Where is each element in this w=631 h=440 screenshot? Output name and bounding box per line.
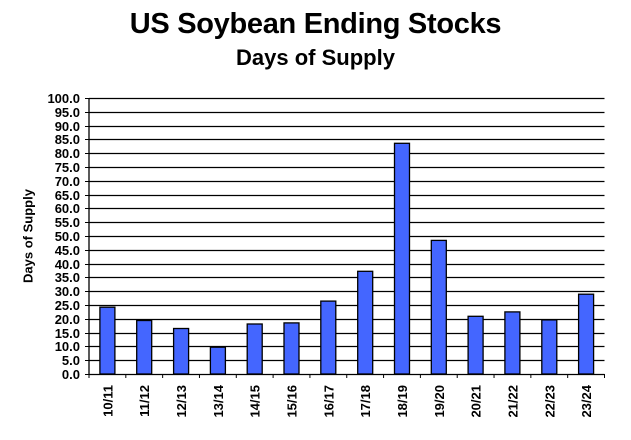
y-tick-label: 60.0 <box>55 201 80 216</box>
bar-13-14 <box>209 346 227 375</box>
y-tick-label: 15.0 <box>55 326 80 341</box>
x-tick-label: 14/15 <box>248 385 263 418</box>
bar-19-20 <box>430 239 447 375</box>
y-tick-label: 95.0 <box>55 105 80 120</box>
x-tick-label: 17/18 <box>358 385 373 418</box>
y-tick-label: 45.0 <box>55 243 80 258</box>
bar-11-12 <box>136 319 153 375</box>
x-tick-label: 11/12 <box>137 385 152 417</box>
y-tick-label: 70.0 <box>55 174 80 189</box>
y-tick-label: 10.0 <box>55 339 80 354</box>
bar-20-21 <box>467 315 484 375</box>
x-tick-label: 13/14 <box>211 384 226 417</box>
bar-21-22 <box>504 311 521 375</box>
y-axis-ticks: 0.05.010.015.020.025.030.035.040.045.050… <box>47 91 89 382</box>
x-tick-label: 21/22 <box>505 385 520 418</box>
bar-18-19 <box>393 142 411 375</box>
y-tick-label: 75.0 <box>55 160 80 175</box>
x-tick-label: 12/13 <box>174 385 189 418</box>
bars <box>99 142 595 375</box>
bar-17-18 <box>357 270 374 375</box>
bar-22-23 <box>541 319 558 375</box>
x-axis-ticks: 10/11 11/12 12/13 13/14 14/15 15/16 16/17 17/18… <box>88 374 605 418</box>
bar-14-15 <box>246 323 263 375</box>
x-tick-label: 18/19 <box>395 385 410 418</box>
y-tick-label: 80.0 <box>55 146 80 161</box>
x-tick-label: 10/11 <box>100 385 115 417</box>
x-tick-label: 15/16 <box>285 385 300 418</box>
bar-10-11 <box>99 306 116 375</box>
x-tick-label: 19/20 <box>432 385 447 418</box>
gridlines <box>89 97 605 362</box>
y-tick-label: 85.0 <box>55 132 80 147</box>
x-tick-label: 23/24 <box>579 384 594 417</box>
chart-title: US Soybean Ending Stocks <box>129 8 502 40</box>
x-tick-label: 20/21 <box>469 385 484 418</box>
y-tick-label: 100.0 <box>47 91 80 106</box>
y-tick-label: 30.0 <box>55 284 80 299</box>
y-tick-label: 5.0 <box>62 353 80 368</box>
x-tick-label: 22/23 <box>542 385 557 418</box>
y-tick-label: 20.0 <box>55 312 80 327</box>
bar-12-13 <box>172 327 190 375</box>
bar-23-24 <box>577 293 595 375</box>
y-tick-label: 65.0 <box>55 188 80 203</box>
y-tick-label: 35.0 <box>55 270 80 285</box>
y-tick-label: 40.0 <box>55 257 80 272</box>
bar-16-17 <box>320 300 337 375</box>
y-tick-label: 90.0 <box>55 119 80 134</box>
bar-15-16 <box>283 322 300 375</box>
y-tick-label: 25.0 <box>55 298 80 313</box>
x-tick-label: 16/17 <box>321 385 336 418</box>
y-tick-label: 55.0 <box>55 215 80 230</box>
y-tick-label: 50.0 <box>55 229 80 244</box>
y-tick-label: 0.0 <box>62 367 80 382</box>
chart-subtitle: Days of Supply <box>236 45 395 70</box>
